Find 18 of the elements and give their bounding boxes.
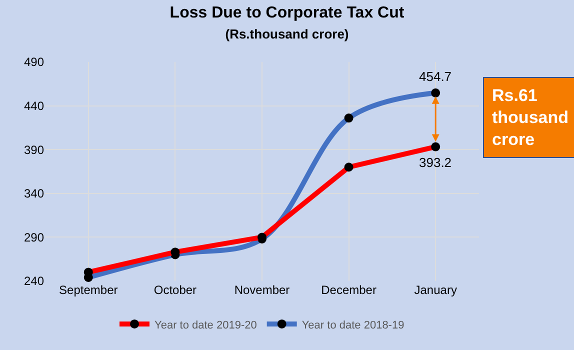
chart-title: Loss Due to Corporate Tax Cut (170, 4, 405, 22)
x-tick-label: November (234, 283, 290, 297)
y-tick-label: 440 (24, 99, 44, 113)
x-tick-label: September (59, 283, 118, 297)
x-tick-label: October (154, 283, 197, 297)
y-tick-label: 340 (24, 186, 44, 201)
y-tick-label: 240 (24, 274, 44, 288)
y-tick-label: 390 (24, 142, 44, 157)
x-tick-label: December (321, 283, 376, 297)
data-label: 454.7 (419, 69, 452, 84)
y-tick-label: 490 (24, 55, 44, 70)
chart-subtitle: (Rs.thousand crore) (225, 26, 349, 42)
legend-label: Year to date 2019-20 (154, 319, 257, 332)
text: Rs.61 thousand crore (492, 86, 568, 150)
y-tick-label: 290 (24, 230, 44, 244)
legend-label: Year to date 2018-19 (302, 319, 404, 332)
x-tick-label: January (414, 283, 457, 297)
data-label: 393.2 (419, 155, 452, 170)
